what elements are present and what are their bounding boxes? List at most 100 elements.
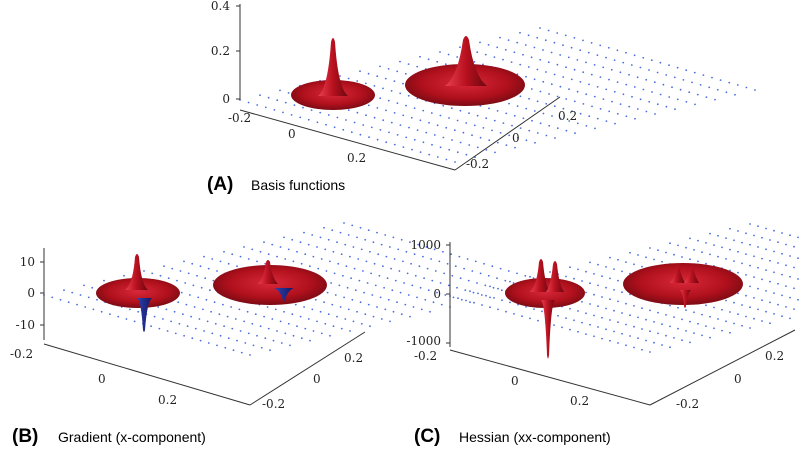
- panel-b-node-dot: [294, 303, 297, 306]
- panel-b-node-dot: [191, 337, 194, 340]
- panel-c-node-dot: [537, 319, 539, 322]
- panel-c-node-dot: [521, 315, 523, 318]
- panel-a-node-dot: [611, 100, 613, 103]
- panel-b-node-dot: [379, 296, 382, 299]
- panel-a-node-dot: [574, 132, 576, 135]
- panel-a-node-dot: [468, 144, 471, 146]
- panel-a-node-dot: [396, 102, 399, 104]
- panel-a-node-dot: [456, 151, 459, 154]
- panel-a-node-dot: [476, 51, 479, 54]
- panel-a-node-dot: [639, 98, 642, 101]
- panel-b-node-dot: [450, 253, 452, 256]
- panel-c-node-dot: [649, 247, 651, 249]
- panel-a-node-dot: [445, 126, 448, 129]
- panel-c-node-dot: [797, 298, 799, 301]
- panel-a-node-dot: [465, 153, 468, 156]
- panel-b-node-dot: [83, 284, 85, 287]
- panel-a-node-dot: [556, 127, 559, 130]
- panel-c-node-dot: [725, 237, 727, 240]
- panel-b-node-dot: [512, 282, 515, 284]
- panel-b-node-dot: [317, 267, 320, 270]
- panel-a-node-dot: [525, 139, 528, 142]
- panel-a-node-dot: [599, 44, 602, 47]
- panel-a-node-dot: [550, 51, 553, 54]
- panel-a-node-dot: [407, 63, 410, 65]
- panel-a-node-dot: [345, 119, 347, 121]
- panel-c-node-dot: [737, 230, 739, 232]
- panel-a-node-dot: [633, 86, 636, 88]
- panel-b-node-dot: [193, 306, 196, 308]
- panel-a-node-dot: [485, 149, 488, 151]
- panel-a-node-dot: [593, 64, 596, 66]
- panel-a-node-dot: [619, 103, 622, 105]
- panel-c-node-dot: [765, 290, 767, 292]
- panel-c-node-dot: [725, 299, 727, 302]
- panel-a-node-dot: [736, 84, 739, 86]
- panel-a-z-tick-label: 0.2: [211, 44, 230, 58]
- panel-b-node-dot: [311, 308, 314, 311]
- panel-c-node-dot: [597, 284, 599, 287]
- panel-c-node-dot: [617, 321, 619, 324]
- panel-a-node-dot: [439, 51, 441, 53]
- panel-a-node-dot: [682, 79, 685, 81]
- panel-b-node-dot: [191, 262, 194, 265]
- panel-b-node-dot: [331, 303, 334, 306]
- panel-c-node-dot: [665, 314, 667, 316]
- panel-a-node-dot: [496, 110, 499, 112]
- panel-b-node-dot: [194, 327, 197, 330]
- panel-c-node-dot: [661, 260, 663, 263]
- panel-a-node-dot: [373, 85, 376, 87]
- panel-b-node-dot: [440, 303, 443, 306]
- panel-a-node-dot: [553, 105, 556, 108]
- panel-b-node-dot: [189, 294, 191, 296]
- panel-a-node-dot: [539, 58, 542, 61]
- panel-b-node-dot: [403, 282, 405, 284]
- panel-b-right-peak-up: [258, 260, 278, 284]
- panel-a-node-dot: [416, 65, 419, 68]
- panel-b-node-dot: [236, 265, 238, 268]
- panel-b-node-dot: [244, 342, 247, 344]
- panel-b-node-dot: [336, 241, 338, 244]
- panel-a-node-dot: [479, 136, 482, 139]
- panel-c-node-dot: [693, 249, 695, 251]
- panel-a-node-dot: [419, 119, 422, 122]
- panel-b-node-dot: [439, 282, 442, 284]
- panel-b-node-dot: [137, 310, 140, 313]
- panel-c-node-dot: [653, 258, 655, 261]
- panel-c-node-dot: [657, 311, 659, 314]
- panel-a-node-dot: [450, 107, 453, 110]
- panel-b-node-dot: [170, 320, 173, 323]
- panel-c-node-dot: [637, 254, 639, 256]
- panel-a-node-dot: [594, 127, 596, 130]
- panel-a-node-dot: [373, 116, 376, 119]
- panel-c-node-dot: [501, 299, 503, 302]
- panel-a-node-dot: [422, 141, 425, 144]
- panel-a-node-dot: [442, 136, 445, 139]
- panel-b-node-dot: [163, 265, 165, 268]
- panel-a-node-dot: [725, 91, 728, 94]
- panel-a-node-dot: [576, 59, 579, 61]
- panel-b-node-dot: [507, 270, 510, 272]
- panel-c-node-dot: [617, 258, 619, 261]
- panel-b-node-dot: [360, 322, 363, 325]
- panel-b-node-dot: [230, 306, 233, 308]
- panel-a-node-dot: [716, 88, 719, 91]
- panel-c-caption: Hessian (xx-component): [459, 429, 611, 445]
- panel-b-node-dot: [84, 306, 87, 308]
- panel-b-node-dot: [394, 279, 397, 282]
- panel-b-node-dot: [320, 258, 323, 260]
- panel-a-node-dot: [754, 89, 756, 91]
- panel-b-node-dot: [332, 325, 335, 328]
- panel-a-node-dot: [388, 131, 390, 134]
- panel-c-node-dot: [697, 239, 699, 242]
- panel-c-node-dot: [669, 304, 671, 307]
- panel-c-node-dot: [625, 302, 627, 305]
- panel-c-node-dot: [737, 271, 739, 274]
- panel-a-node-dot: [650, 59, 653, 62]
- panel-b-node-dot: [402, 260, 404, 263]
- panel-a-node-dot: [379, 97, 382, 100]
- panel-b-node-dot: [200, 286, 203, 289]
- panel-b-node-dot: [393, 258, 396, 260]
- panel-c-node-dot: [749, 223, 751, 225]
- panel-b-node-dot: [323, 301, 325, 304]
